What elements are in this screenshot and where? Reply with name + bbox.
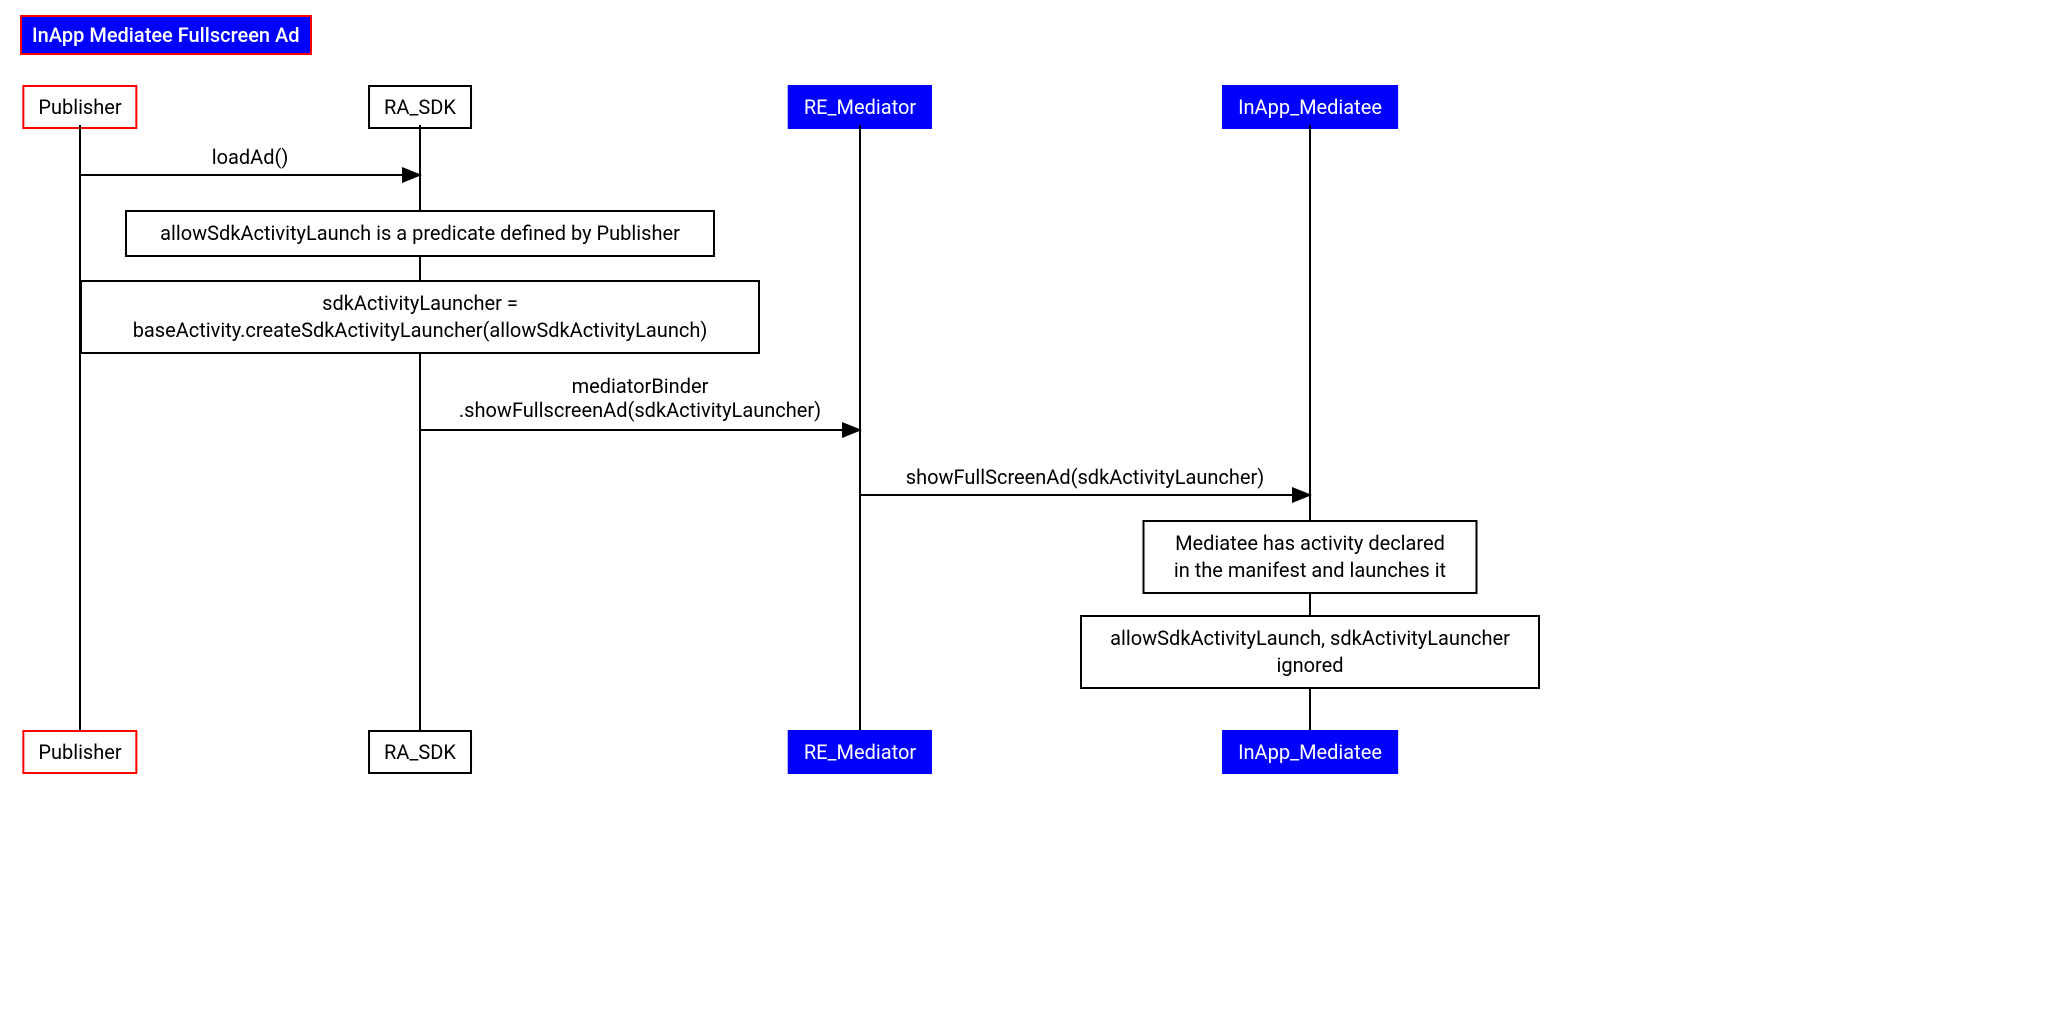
note-manifest-line2: in the manifest and launches it bbox=[1174, 558, 1446, 582]
note-manifest-line1: Mediatee has activity declared bbox=[1175, 531, 1445, 555]
lifeline-publisher bbox=[79, 125, 81, 730]
msg-showfullscreen-label: showFullScreenAd(sdkActivityLauncher) bbox=[906, 465, 1265, 489]
participant-mediator-top: RE_Mediator bbox=[788, 85, 932, 129]
note-ignored-line1: allowSdkActivityLaunch, sdkActivityLaunc… bbox=[1110, 626, 1510, 650]
note-predicate-line1: allowSdkActivityLaunch is a predicate de… bbox=[160, 221, 680, 245]
lifeline-mediator bbox=[859, 125, 861, 730]
msg-loadad-label: loadAd() bbox=[212, 145, 289, 169]
msg-mediatorbinder-label: mediatorBinder.showFullscreenAd(sdkActiv… bbox=[459, 374, 821, 422]
participant-mediatee-top: InApp_Mediatee bbox=[1222, 85, 1398, 129]
participant-publisher-bottom: Publisher bbox=[22, 730, 137, 774]
participant-publisher-top: Publisher bbox=[22, 85, 137, 129]
participant-ra_sdk-bottom: RA_SDK bbox=[368, 730, 472, 774]
msg-mediatorbinder-line2: .showFullscreenAd(sdkActivityLauncher) bbox=[459, 398, 821, 422]
participant-mediatee-bottom: InApp_Mediatee bbox=[1222, 730, 1398, 774]
note-manifest: Mediatee has activity declared in the man… bbox=[1143, 520, 1478, 594]
note-predicate: allowSdkActivityLaunch is a predicate de… bbox=[125, 210, 715, 257]
participant-mediator-bottom: RE_Mediator bbox=[788, 730, 932, 774]
note-launcher: sdkActivityLauncher = baseActivity.create… bbox=[80, 280, 760, 354]
note-launcher-line1: sdkActivityLauncher = bbox=[322, 291, 518, 315]
note-ignored: allowSdkActivityLaunch, sdkActivityLaunc… bbox=[1080, 615, 1540, 689]
note-launcher-line2: baseActivity.createSdkActivityLauncher(a… bbox=[133, 318, 708, 342]
participant-ra_sdk-top: RA_SDK bbox=[368, 85, 472, 129]
diagram-title: InApp Mediatee Fullscreen Ad bbox=[20, 15, 312, 55]
note-ignored-line2: ignored bbox=[1276, 653, 1343, 677]
msg-mediatorbinder-line1: mediatorBinder bbox=[572, 374, 709, 398]
